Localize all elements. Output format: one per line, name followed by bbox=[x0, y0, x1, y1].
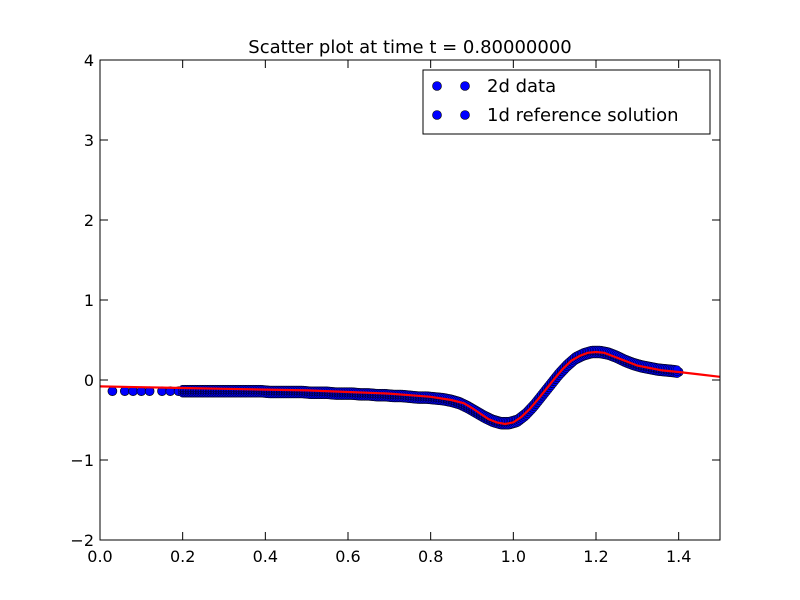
y-tick-label-2: 0 bbox=[84, 371, 94, 390]
data-point-1 bbox=[120, 386, 130, 397]
x-tick-label-0: 0.0 bbox=[87, 547, 112, 566]
x-tick-label-4: 0.8 bbox=[418, 547, 443, 566]
chart-title: Scatter plot at time t = 0.80000000 bbox=[248, 37, 571, 58]
y-tick-label-4: 2 bbox=[84, 211, 94, 230]
y-tick-label-1: −1 bbox=[70, 451, 94, 470]
legend: 2d data 1d reference solution bbox=[422, 69, 711, 135]
legend-marker-2d-data-2 bbox=[460, 81, 470, 91]
plot-clip-group bbox=[100, 345, 720, 430]
x-tick-label-5: 1.0 bbox=[501, 547, 526, 566]
x-tick-label-3: 0.6 bbox=[335, 547, 360, 566]
x-tick-label-6: 1.2 bbox=[583, 547, 608, 566]
y-tick-label-3: 1 bbox=[84, 291, 94, 310]
legend-marker-2d-data-1 bbox=[432, 81, 442, 91]
y-tick-label-6: 4 bbox=[84, 51, 94, 70]
legend-marker-reference-2 bbox=[460, 110, 470, 120]
axes: 0.0 0.2 0.4 0.6 0.8 1.0 1.2 1.4 −2 −1 0 1 2 3 4 bbox=[70, 51, 721, 566]
plot-area bbox=[100, 345, 720, 430]
x-tick-label-2: 0.4 bbox=[253, 547, 278, 566]
x-tick-label-1: 0.2 bbox=[170, 547, 195, 566]
y-tick-label-5: 3 bbox=[84, 131, 94, 150]
legend-frame bbox=[422, 69, 711, 135]
series-1d-reference-line bbox=[100, 350, 720, 426]
y-tick-label-0: −2 bbox=[70, 531, 94, 550]
legend-label-2d-data: 2d data bbox=[487, 76, 556, 97]
legend-marker-reference-1 bbox=[432, 110, 442, 120]
data-point-0 bbox=[107, 386, 118, 397]
x-tick-label-7: 1.4 bbox=[666, 547, 691, 566]
legend-label-reference: 1d reference solution bbox=[487, 105, 679, 126]
